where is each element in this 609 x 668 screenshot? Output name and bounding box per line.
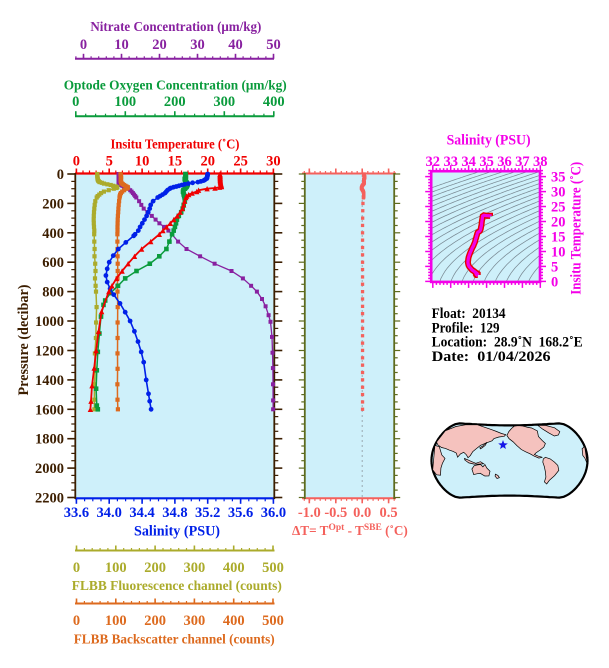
svg-text:38: 38 xyxy=(533,154,548,170)
svg-text:15: 15 xyxy=(551,230,566,246)
svg-text:30: 30 xyxy=(551,185,566,201)
svg-text:35.2: 35.2 xyxy=(195,505,220,521)
svg-text:Profile: 129: Profile: 129 xyxy=(432,320,500,336)
svg-text:ΔT= TOpt - TSBE (˚C): ΔT= TOpt - TSBE (˚C) xyxy=(292,523,408,538)
svg-text:300: 300 xyxy=(184,560,206,576)
svg-text:400: 400 xyxy=(223,560,245,576)
svg-text:200: 200 xyxy=(164,94,186,110)
svg-text:Float: 20134: Float: 20134 xyxy=(432,306,506,322)
svg-text:36: 36 xyxy=(497,154,512,170)
svg-text:20: 20 xyxy=(152,37,167,53)
svg-text:Optode Oxygen Concentration (μ: Optode Oxygen Concentration (μm/kg) xyxy=(64,77,287,92)
svg-text:20: 20 xyxy=(551,215,566,231)
svg-text:1400: 1400 xyxy=(35,373,64,389)
svg-text:0: 0 xyxy=(57,167,64,183)
svg-text:1200: 1200 xyxy=(35,344,64,360)
svg-text:25: 25 xyxy=(551,200,566,216)
svg-text:37: 37 xyxy=(515,154,530,170)
svg-text:Pressure (decibar): Pressure (decibar) xyxy=(16,284,32,395)
svg-text:800: 800 xyxy=(42,285,64,301)
svg-text:50: 50 xyxy=(266,37,281,53)
svg-text:200: 200 xyxy=(42,196,64,212)
svg-text:5: 5 xyxy=(106,154,113,170)
svg-text:10: 10 xyxy=(551,245,566,261)
svg-text:Insitu Temperature (˚C): Insitu Temperature (˚C) xyxy=(569,162,585,295)
svg-text:20: 20 xyxy=(200,154,215,170)
svg-text:25: 25 xyxy=(233,154,248,170)
svg-text:35.6: 35.6 xyxy=(228,505,253,521)
svg-text:10: 10 xyxy=(114,37,129,53)
svg-text:0: 0 xyxy=(551,274,558,290)
svg-text:10: 10 xyxy=(135,154,150,170)
svg-text:34.4: 34.4 xyxy=(129,505,154,521)
svg-text:0: 0 xyxy=(73,613,80,629)
svg-text:33.6: 33.6 xyxy=(64,505,89,521)
svg-text:400: 400 xyxy=(263,94,285,110)
svg-text:1800: 1800 xyxy=(35,432,64,448)
svg-text:34.0: 34.0 xyxy=(97,505,122,521)
svg-text:Salinity (PSU): Salinity (PSU) xyxy=(134,524,220,540)
svg-text:2000: 2000 xyxy=(35,461,64,477)
svg-text:0.0: 0.0 xyxy=(353,505,371,521)
svg-text:34.8: 34.8 xyxy=(162,505,187,521)
svg-text:100: 100 xyxy=(105,613,127,629)
svg-text:1600: 1600 xyxy=(35,402,64,418)
svg-text:Insitu Temperature (˚C): Insitu Temperature (˚C) xyxy=(111,137,240,152)
svg-text:400: 400 xyxy=(42,226,64,242)
svg-text:100: 100 xyxy=(114,94,136,110)
svg-text:Date: 01/04/2026: Date: 01/04/2026 xyxy=(432,349,552,365)
svg-text:200: 200 xyxy=(144,560,166,576)
svg-text:0: 0 xyxy=(72,94,79,110)
svg-text:15: 15 xyxy=(168,154,183,170)
svg-text:1000: 1000 xyxy=(35,314,64,330)
svg-text:33: 33 xyxy=(443,154,458,170)
svg-text:400: 400 xyxy=(223,613,245,629)
svg-text:32: 32 xyxy=(426,154,441,170)
svg-text:30: 30 xyxy=(190,37,205,53)
svg-text:35: 35 xyxy=(479,154,494,170)
svg-text:300: 300 xyxy=(184,613,206,629)
svg-text:0: 0 xyxy=(80,37,87,53)
svg-text:2200: 2200 xyxy=(35,491,64,507)
svg-text:FLBB Fluorescence channel (cou: FLBB Fluorescence channel (counts) xyxy=(72,579,282,594)
svg-text:200: 200 xyxy=(144,613,166,629)
svg-text:30: 30 xyxy=(266,154,281,170)
svg-text:0: 0 xyxy=(73,154,80,170)
svg-text:40: 40 xyxy=(228,37,243,53)
svg-text:Salinity (PSU): Salinity (PSU) xyxy=(447,133,531,149)
svg-text:500: 500 xyxy=(262,613,284,629)
svg-text:Nitrate Concentration (μm/kg): Nitrate Concentration (μm/kg) xyxy=(90,19,261,34)
svg-text:35: 35 xyxy=(551,170,566,186)
svg-text:500: 500 xyxy=(262,560,284,576)
svg-text:0.5: 0.5 xyxy=(380,505,398,521)
svg-text:5: 5 xyxy=(551,259,558,275)
svg-text:600: 600 xyxy=(42,255,64,271)
svg-text:36.0: 36.0 xyxy=(261,505,286,521)
svg-text:-1.0: -1.0 xyxy=(298,505,321,521)
svg-text:-0.5: -0.5 xyxy=(324,505,347,521)
svg-text:300: 300 xyxy=(213,94,235,110)
svg-text:Location: 28.9˚N 168.2˚E: Location: 28.9˚N 168.2˚E xyxy=(432,335,583,351)
svg-text:34: 34 xyxy=(461,154,476,170)
svg-text:100: 100 xyxy=(105,560,127,576)
svg-text:FLBB Backscatter channel (coun: FLBB Backscatter channel (counts) xyxy=(74,633,275,648)
svg-text:0: 0 xyxy=(73,560,80,576)
